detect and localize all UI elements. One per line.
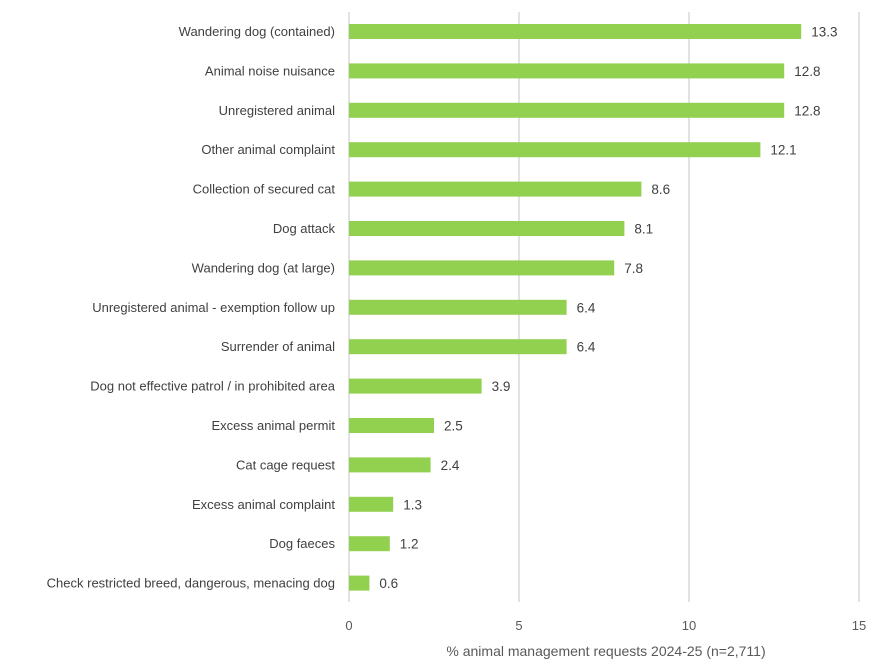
data-label: 8.6 [651, 182, 670, 197]
data-label: 3.9 [492, 379, 511, 394]
category-label: Unregistered animal - exemption follow u… [92, 300, 335, 315]
data-label: 1.2 [400, 537, 419, 552]
x-axis-title: % animal management requests 2024-25 (n=… [446, 643, 765, 659]
category-label: Wandering dog (contained) [179, 24, 335, 39]
data-label: 1.3 [403, 497, 422, 512]
category-label: Surrender of animal [221, 339, 335, 354]
category-label: Excess animal permit [211, 418, 335, 433]
category-label: Cat cage request [236, 457, 335, 472]
bar [349, 339, 567, 355]
bars [349, 24, 802, 591]
category-labels: Wandering dog (contained) Animal noise nu… [47, 24, 336, 591]
data-label: 7.8 [624, 261, 643, 276]
bar [349, 536, 390, 552]
bar [349, 418, 434, 433]
bar [349, 260, 615, 276]
bar [349, 24, 802, 39]
category-label: Dog not effective patrol / in prohibited… [90, 379, 336, 394]
data-label: 12.1 [770, 143, 796, 158]
data-label: 0.6 [379, 576, 398, 591]
category-label: Dog faeces [269, 536, 335, 551]
category-label: Check restricted breed, dangerous, menac… [47, 576, 335, 591]
data-label: 12.8 [794, 64, 820, 79]
x-tick-label: 10 [682, 618, 696, 633]
bar [349, 142, 761, 158]
bar [349, 496, 394, 512]
bar [349, 299, 567, 315]
x-tick-label: 0 [345, 618, 352, 633]
x-tick-label: 15 [852, 618, 866, 633]
x-tick-labels: 0 5 10 15 [345, 618, 866, 633]
bar [349, 221, 625, 236]
category-label: Animal noise nuisance [205, 63, 335, 78]
bar [349, 457, 431, 473]
value-labels: 13.3 12.8 12.8 12.1 8.6 8.1 7.8 6.4 6.4 3.9 2.5 2.4… [379, 25, 837, 592]
category-label: Excess animal complaint [192, 497, 335, 512]
data-label: 2.5 [444, 419, 463, 434]
data-label: 13.3 [811, 25, 837, 40]
data-label: 8.1 [634, 222, 653, 237]
category-label: Collection of secured cat [193, 182, 336, 197]
data-label: 12.8 [794, 103, 820, 118]
x-tick-label: 5 [515, 618, 522, 633]
bar [349, 378, 482, 394]
bar [349, 63, 785, 79]
category-label: Wandering dog (at large) [192, 260, 335, 275]
data-label: 6.4 [577, 300, 596, 315]
data-label: 6.4 [577, 340, 596, 355]
category-label: Other animal complaint [201, 142, 335, 157]
data-label: 2.4 [441, 458, 460, 473]
category-label: Unregistered animal [219, 103, 335, 118]
bar [349, 181, 642, 197]
bar [349, 575, 370, 591]
bar [349, 102, 785, 118]
category-label: Dog attack [273, 221, 336, 236]
